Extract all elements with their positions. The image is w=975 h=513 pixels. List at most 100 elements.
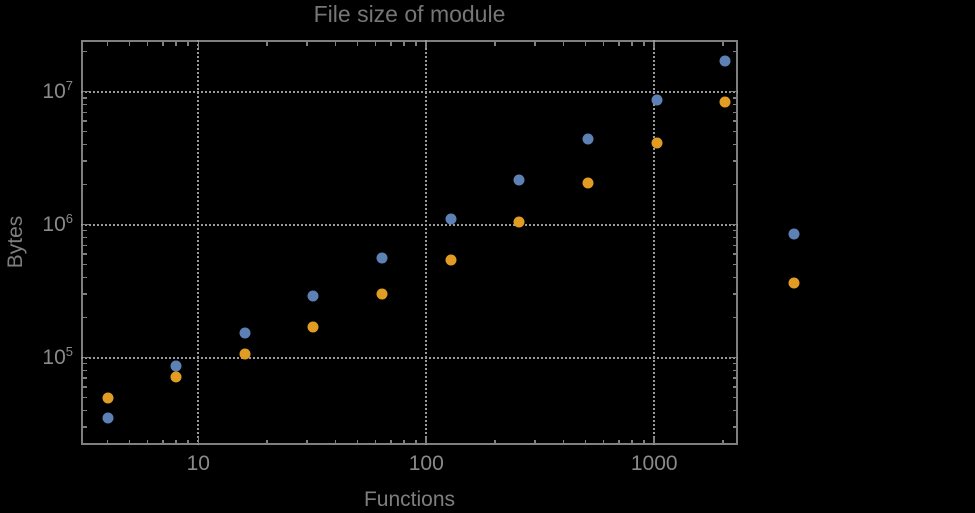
x-major-tick [653, 437, 655, 443]
y-minor-tick [83, 293, 87, 295]
data-point-blue [102, 412, 114, 424]
x-major-tick [653, 42, 655, 48]
y-minor-tick [83, 244, 87, 246]
data-point-blue [513, 174, 525, 186]
x-tick-label: 1000 [630, 452, 678, 475]
y-minor-tick [83, 50, 87, 53]
y-minor-tick [83, 386, 87, 388]
x-minor-tick [356, 439, 359, 443]
x-major-tick [197, 42, 199, 48]
x-minor-tick [106, 42, 109, 46]
data-point-blue [376, 252, 388, 264]
y-minor-tick [83, 103, 87, 106]
x-minor-tick [162, 42, 164, 46]
y-minor-tick [732, 120, 736, 122]
data-point-blue [239, 327, 251, 339]
x-minor-tick [494, 42, 496, 46]
y-minor-tick [83, 130, 87, 133]
x-minor-tick [403, 42, 405, 46]
data-point-orange [307, 321, 319, 333]
y-minor-tick [732, 396, 736, 399]
y-minor-tick [732, 244, 736, 246]
x-minor-tick [374, 42, 377, 46]
x-minor-tick [175, 439, 177, 443]
y-minor-tick [83, 409, 87, 412]
x-minor-tick [374, 439, 377, 443]
y-major-tick [730, 90, 736, 93]
data-point-blue [445, 213, 457, 225]
x-minor-tick [266, 439, 268, 443]
y-minor-tick [83, 362, 87, 365]
y-minor-tick [732, 103, 736, 106]
x-minor-tick [146, 439, 149, 443]
y-minor-tick [732, 160, 736, 162]
x-minor-tick [334, 42, 337, 46]
y-major-tick [83, 90, 89, 93]
x-minor-tick [306, 439, 308, 443]
data-point-blue [788, 228, 800, 240]
x-minor-tick [643, 42, 645, 46]
x-minor-tick [722, 439, 724, 443]
x-minor-tick [390, 42, 392, 46]
data-point-orange [651, 137, 663, 149]
y-tick-label: 106 [42, 210, 73, 236]
data-point-orange [445, 254, 457, 266]
x-minor-tick [618, 42, 620, 46]
data-point-blue [719, 55, 731, 67]
y-minor-tick [83, 111, 87, 114]
data-point-orange [376, 288, 388, 300]
y-minor-tick [732, 386, 736, 388]
x-minor-tick [146, 42, 149, 46]
chart-title: File size of module [313, 1, 506, 27]
x-minor-tick [415, 439, 417, 443]
y-minor-tick [732, 183, 736, 186]
y-minor-tick [732, 409, 736, 412]
y-minor-tick [83, 369, 87, 372]
x-minor-tick [643, 439, 645, 443]
y-minor-tick [83, 143, 87, 146]
x-minor-tick [494, 439, 496, 443]
y-tick-label: 107 [42, 77, 73, 103]
y-minor-tick [732, 236, 736, 239]
y-minor-tick [83, 183, 87, 186]
y-minor-tick [83, 426, 87, 428]
y-minor-tick [732, 362, 736, 365]
horizontal-gridline [81, 223, 738, 226]
data-point-blue [170, 360, 182, 372]
y-minor-tick [732, 377, 736, 379]
x-minor-tick [631, 439, 633, 443]
data-point-orange [788, 277, 800, 289]
data-point-blue [582, 133, 594, 145]
horizontal-gridline [81, 90, 738, 93]
x-minor-tick [722, 42, 724, 46]
data-point-orange [582, 177, 594, 189]
vertical-gridline [425, 40, 428, 445]
x-minor-tick [187, 42, 189, 46]
y-minor-tick [83, 377, 87, 379]
x-minor-tick [403, 439, 405, 443]
vertical-gridline [653, 40, 656, 445]
x-minor-tick [562, 42, 565, 46]
x-minor-tick [390, 439, 392, 443]
x-minor-tick [602, 439, 605, 443]
x-axis-label: Functions [363, 488, 456, 511]
y-minor-tick [83, 263, 87, 266]
x-minor-tick [584, 439, 587, 443]
plot-frame [81, 40, 738, 445]
data-point-orange [513, 216, 525, 228]
y-minor-tick [732, 130, 736, 133]
y-minor-tick [83, 97, 87, 99]
x-minor-tick [534, 439, 536, 443]
y-minor-tick [732, 50, 736, 53]
x-minor-tick [334, 439, 337, 443]
y-major-tick [83, 356, 89, 359]
x-minor-tick [602, 42, 605, 46]
y-tick-label: 105 [42, 343, 73, 369]
y-minor-tick [83, 160, 87, 162]
y-minor-tick [732, 229, 736, 232]
y-minor-tick [83, 229, 87, 232]
x-major-tick [425, 42, 427, 48]
x-minor-tick [162, 439, 164, 443]
x-minor-tick [128, 42, 131, 46]
data-point-orange [102, 392, 114, 404]
